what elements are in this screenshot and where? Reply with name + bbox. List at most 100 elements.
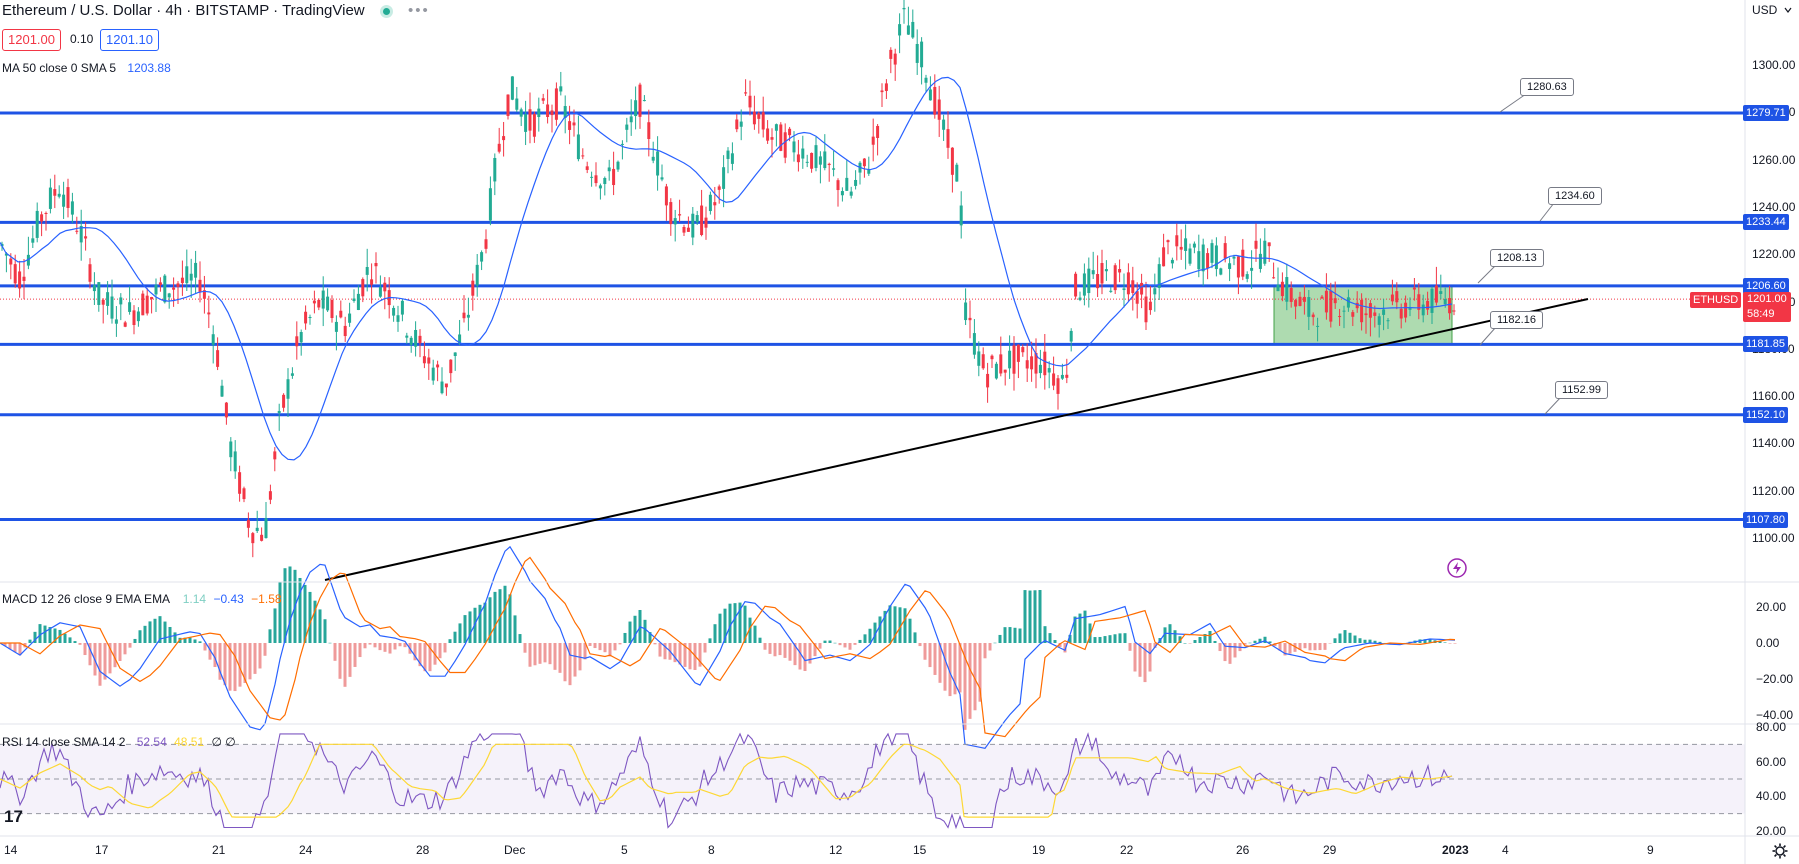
macd-histogram-bar [493,591,497,643]
candle-body [317,299,321,308]
candle-body [392,307,396,316]
candle-body [18,271,22,289]
macd-histogram-bar [143,625,147,643]
level-price-tag: 1152.10 [1743,406,1788,423]
candle-body [1179,246,1183,250]
macd-histogram-bar [568,643,572,686]
macd-histogram-bar [918,643,922,647]
candle-body [946,129,950,148]
candle-body [268,491,272,500]
candle-body [686,227,690,232]
candle-body [1404,302,1408,318]
candle-body [1162,247,1166,267]
macd-histogram-bar [248,643,252,680]
candle-body [1096,274,1100,289]
macd-histogram-bar [628,621,632,643]
candle-body [1153,288,1157,295]
macd-histogram-bar [108,643,112,674]
ask-price-button[interactable]: 1201.10 [100,29,159,51]
candle-body [383,282,387,292]
candle-body [326,296,330,311]
candle-body [502,136,506,141]
candle-body [1065,374,1069,378]
candle-body [924,77,928,83]
candle-body [519,109,523,117]
candle-body [559,86,563,92]
macd-legend[interactable]: MACD 12 26 close 9 EMA EMA 1.14 −0.43 −1… [2,592,282,606]
candle-body [700,205,704,235]
candle-body [1122,288,1126,291]
candle-body [1439,291,1443,294]
more-icon[interactable]: ••• [407,2,430,19]
time-axis-label: 26 [1236,843,1250,857]
macd-histogram-bar [33,631,37,643]
macd-histogram-bar [1338,633,1342,643]
candle-body [242,488,246,500]
macd-histogram-bar [148,621,152,643]
candle-body [308,317,312,319]
lightning-icon[interactable] [1446,557,1468,579]
candle-body [1448,298,1452,314]
macd-histogram-bar [388,643,392,654]
macd-histogram-bar [283,568,287,643]
candle-body [563,106,567,118]
candle-body [717,186,721,190]
candle-body [163,275,167,303]
macd-histogram-bar [443,643,447,653]
candle-body [4,253,8,256]
candle-body [66,187,70,208]
macd-histogram-bar [978,643,982,702]
ma-indicator-legend[interactable]: MA 50 close 0 SMA 5 1203.88 [2,61,171,75]
tradingview-logo[interactable]: 17 [4,807,23,826]
candle-body [414,329,418,347]
level-price-tag: 1233.44 [1743,214,1789,231]
level-price-tag: 1206.60 [1743,277,1789,294]
candle-body [594,175,598,184]
macd-histogram-bar [1083,610,1087,643]
candle-body [616,161,620,170]
candle-body [352,298,356,302]
candle-body [506,94,510,116]
rsi-legend[interactable]: RSI 14 close SMA 14 2 52.54 48.51 ∅ ∅ [2,735,236,749]
macd-histogram-bar [318,609,322,643]
currency-selector[interactable]: USD [1752,3,1792,17]
macd-histogram-bar [1108,635,1112,643]
candle-body [603,177,607,185]
macd-histogram-bar [1323,643,1327,650]
macd-histogram-bar [673,643,677,663]
macd-histogram-bar [1288,643,1292,654]
symbol-title[interactable]: Ethereum / U.S. Dollar · 4h · BITSTAMP ·… [2,2,365,19]
macd-histogram-bar [198,641,202,643]
bid-price-button[interactable]: 1201.00 [2,29,61,51]
gear-icon[interactable] [1772,843,1788,859]
candle-body [13,264,17,284]
macd-histogram-bar [333,643,337,661]
candle-body [1324,290,1328,313]
macd-histogram-bar [663,643,667,660]
macd-histogram-bar [68,637,72,643]
macd-histogram-bar [1333,638,1337,643]
candle-body [1395,291,1399,303]
macd-histogram-bar [193,639,197,643]
macd-histogram-bar [518,634,522,643]
macd-hist-value: 1.14 [182,592,207,606]
candle-body [1390,294,1394,302]
candle-body [1412,287,1416,290]
candle-body [585,166,589,170]
macd-histogram-bar [1063,643,1067,653]
candle-body [629,116,633,123]
macd-histogram-bar [3,643,7,647]
macd-histogram-bar [53,628,57,643]
candle-body [343,325,347,337]
macd-histogram-bar [1038,590,1042,643]
candle-body [695,215,699,223]
time-axis-label: 5 [621,843,628,857]
candle-body [889,49,893,59]
candle-body [92,285,96,292]
candle-body [1038,364,1042,374]
candle-body [48,187,52,209]
macd-histogram-bar [13,643,17,653]
macd-histogram-bar [1438,641,1442,643]
candle-body [466,314,470,318]
